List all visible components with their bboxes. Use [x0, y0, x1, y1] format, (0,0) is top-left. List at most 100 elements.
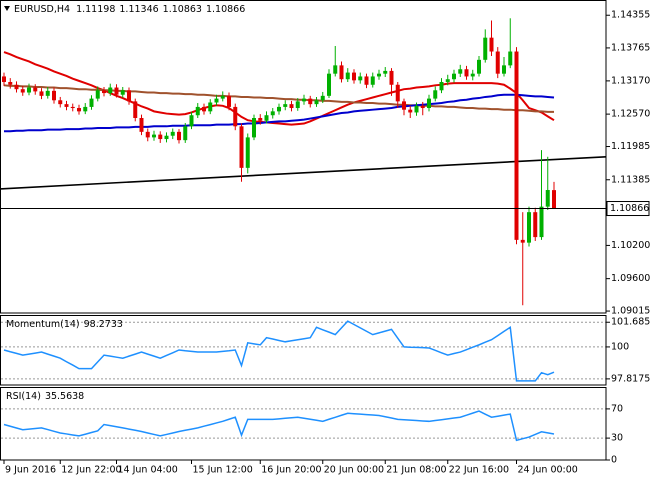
x-tick-label: 14 Jun 04:00 — [118, 465, 178, 476]
y-tick-label: 101.6856 — [611, 317, 650, 328]
candle-body — [208, 102, 213, 112]
candle-body — [539, 206, 544, 238]
candle-body — [233, 106, 238, 127]
candle-body — [452, 73, 456, 80]
candle-body — [139, 117, 144, 132]
indicator-name: Momentum(14) — [6, 319, 80, 330]
candle-body — [439, 81, 444, 91]
candle-body — [77, 108, 81, 112]
candle-body — [95, 90, 100, 99]
symbol-icon — [4, 6, 10, 11]
open-value: 1.11198 — [76, 4, 115, 15]
momentum-panel — [0, 315, 607, 386]
candle-body — [414, 105, 419, 113]
candle-body — [89, 98, 94, 107]
candle-body — [445, 79, 450, 82]
candle-body — [145, 131, 150, 138]
moving-average — [4, 93, 555, 133]
indicator-value: 35.5638 — [45, 391, 84, 402]
candle-body — [427, 98, 431, 109]
candle-body — [395, 84, 400, 102]
indicator-name: RSI(14) — [6, 391, 41, 402]
x-tick-label: 20 Jun 00:00 — [324, 465, 384, 476]
indicator-line — [3, 410, 555, 442]
candle-body — [527, 212, 531, 243]
candle-body — [120, 90, 125, 95]
y-tick-label: 0 — [611, 455, 617, 466]
candle-body — [420, 105, 425, 109]
candle-body — [377, 73, 381, 77]
candle-body — [545, 190, 550, 207]
high-value: 1.11346 — [119, 4, 158, 15]
candle-body — [458, 69, 463, 74]
y-tick-label: 97.8175 — [611, 373, 650, 384]
candle-body — [483, 37, 488, 60]
candle-body — [339, 65, 344, 80]
candle-body — [220, 95, 225, 99]
candle-body — [64, 104, 69, 107]
candle-body — [20, 89, 25, 93]
candle-body — [514, 51, 519, 240]
candle-body — [308, 98, 313, 105]
candle-body — [508, 51, 513, 66]
candle-body — [408, 109, 413, 113]
candle-body — [314, 100, 319, 105]
low-value: 1.10863 — [163, 4, 202, 15]
candle-body — [45, 90, 50, 96]
candle-body — [170, 131, 175, 136]
price-panel — [0, 0, 607, 314]
y-tick-label: 1.09015 — [611, 306, 650, 317]
candle-body — [8, 81, 13, 85]
candle-body — [202, 106, 206, 112]
candle-body — [264, 115, 269, 121]
rsi-panel — [0, 387, 607, 461]
candle-body — [352, 72, 356, 81]
current-price-box — [606, 201, 650, 217]
candle-body — [239, 126, 244, 168]
y-tick-label: 1.10200 — [611, 240, 650, 251]
candle-body — [433, 90, 438, 99]
y-tick-label: 1.14355 — [611, 10, 650, 21]
candle-body — [58, 100, 63, 105]
candle-body — [345, 72, 350, 80]
candle-body — [302, 98, 306, 102]
candle-body — [227, 95, 231, 107]
candle-body — [177, 131, 181, 141]
candle-body — [152, 134, 156, 138]
moving-average — [3, 84, 554, 113]
candle-body — [14, 84, 19, 90]
symbol: EURUSD,H4 — [14, 4, 70, 15]
y-tick-label: 30 — [611, 433, 623, 444]
candle-body — [358, 76, 363, 81]
candle-body — [533, 212, 538, 238]
x-tick-label: 12 Jun 22:00 — [61, 465, 121, 476]
candle-body — [102, 90, 106, 94]
y-tick-label: 100 — [611, 341, 629, 352]
x-tick-label: 15 Jun 12:00 — [193, 465, 253, 476]
candle-body — [114, 87, 119, 95]
candle-body — [183, 126, 188, 141]
candle-body — [252, 117, 256, 138]
candle-body — [477, 59, 481, 74]
candle-body — [327, 73, 331, 96]
candle-body — [364, 76, 369, 85]
candle-body — [158, 134, 163, 140]
x-tick-label: 22 Jun 16:00 — [449, 465, 509, 476]
candle-body — [70, 106, 75, 109]
chart-header: EURUSD,H4 1.11198 1.11346 1.10863 1.10866 — [14, 4, 245, 15]
x-tick-label: 21 Jun 08:00 — [386, 465, 446, 476]
marks — [0, 18, 607, 442]
close-value: 1.10866 — [206, 4, 245, 15]
candle-body — [383, 70, 388, 74]
candle-body — [258, 117, 263, 121]
y-tick-label: 1.11385 — [611, 174, 650, 185]
y-tick-label: 1.13170 — [611, 75, 650, 86]
trendline — [0, 155, 607, 190]
candle-body — [214, 98, 219, 103]
y-tick-label: 1.13765 — [611, 42, 650, 53]
candle-body — [270, 111, 275, 116]
y-tick-label: 1.11985 — [611, 141, 650, 152]
x-tick-label: 24 Jun 00:00 — [518, 465, 578, 476]
